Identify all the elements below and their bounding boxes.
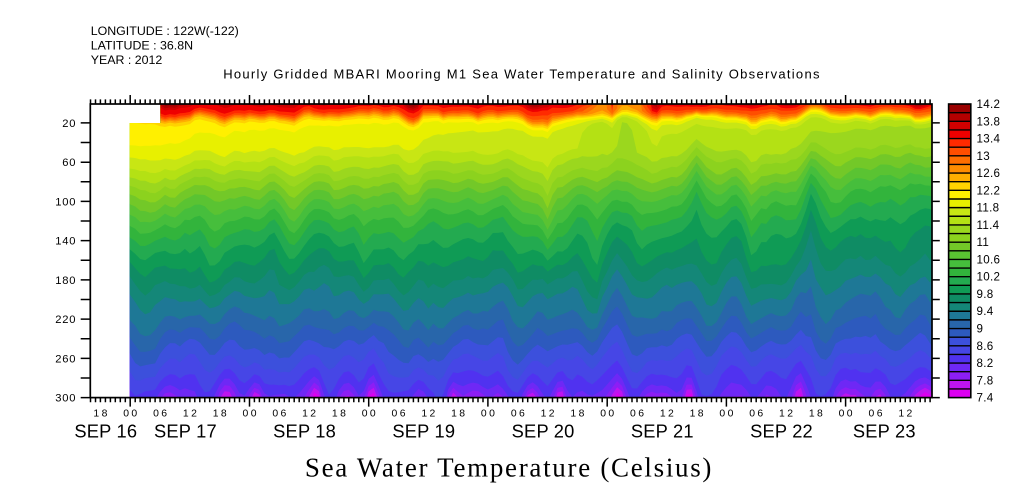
svg-text:12: 12 (183, 408, 199, 419)
svg-text:7.8: 7.8 (977, 374, 994, 387)
svg-text:06: 06 (869, 408, 885, 419)
svg-text:12: 12 (302, 408, 318, 419)
svg-text:14.2: 14.2 (977, 98, 1001, 111)
svg-text:00: 00 (600, 408, 616, 419)
svg-text:10.2: 10.2 (977, 271, 1001, 284)
svg-text:140: 140 (55, 236, 76, 248)
svg-text:13.8: 13.8 (977, 115, 1001, 128)
svg-text:18: 18 (570, 408, 586, 419)
svg-text:12: 12 (660, 408, 676, 419)
svg-text:SEP 23: SEP 23 (853, 421, 916, 442)
svg-text:11: 11 (977, 236, 990, 249)
svg-text:12: 12 (421, 408, 437, 419)
svg-text:SEP 18: SEP 18 (273, 421, 336, 442)
svg-text:12: 12 (541, 408, 557, 419)
svg-text:18: 18 (93, 408, 109, 419)
svg-text:13.4: 13.4 (977, 133, 1001, 146)
svg-text:SEP 17: SEP 17 (154, 421, 217, 442)
svg-text:8.2: 8.2 (977, 357, 994, 370)
svg-text:00: 00 (243, 408, 259, 419)
svg-text:00: 00 (839, 408, 855, 419)
svg-text:300: 300 (55, 393, 76, 405)
svg-text:9.4: 9.4 (977, 305, 994, 318)
svg-text:06: 06 (749, 408, 765, 419)
svg-text:00: 00 (719, 408, 735, 419)
svg-text:06: 06 (511, 408, 527, 419)
svg-text:12: 12 (898, 408, 914, 419)
svg-text:12.2: 12.2 (977, 184, 1001, 197)
svg-text:10.6: 10.6 (977, 253, 1001, 266)
svg-text:100: 100 (55, 196, 76, 208)
svg-text:YEAR : 2012: YEAR : 2012 (91, 53, 163, 67)
svg-text:00: 00 (123, 408, 139, 419)
svg-text:8.6: 8.6 (977, 340, 994, 353)
svg-text:Hourly Gridded MBARI Mooring M: Hourly Gridded MBARI Mooring M1 Sea Wate… (223, 67, 821, 82)
svg-text:180: 180 (55, 275, 76, 287)
svg-text:9.8: 9.8 (977, 288, 994, 301)
svg-text:9: 9 (977, 323, 984, 336)
svg-text:06: 06 (392, 408, 408, 419)
svg-text:SEP 19: SEP 19 (392, 421, 455, 442)
svg-text:260: 260 (55, 353, 76, 365)
svg-text:00: 00 (481, 408, 497, 419)
svg-text:06: 06 (153, 408, 169, 419)
svg-text:SEP 21: SEP 21 (631, 421, 694, 442)
svg-text:20: 20 (62, 118, 76, 130)
svg-text:13: 13 (977, 150, 991, 163)
svg-text:11.4: 11.4 (977, 219, 1000, 232)
svg-text:7.4: 7.4 (977, 392, 994, 405)
svg-text:SEP 16: SEP 16 (74, 421, 137, 442)
svg-text:06: 06 (272, 408, 288, 419)
svg-text:SEP 22: SEP 22 (750, 421, 813, 442)
svg-text:18: 18 (213, 408, 229, 419)
svg-text:00: 00 (362, 408, 378, 419)
svg-text:18: 18 (451, 408, 467, 419)
svg-text:18: 18 (809, 408, 825, 419)
svg-text:12: 12 (779, 408, 795, 419)
svg-text:Sea Water Temperature (Celsius: Sea Water Temperature (Celsius) (305, 453, 713, 483)
svg-text:06: 06 (630, 408, 646, 419)
svg-text:60: 60 (62, 157, 76, 169)
svg-text:11.8: 11.8 (977, 202, 1000, 215)
svg-text:220: 220 (55, 314, 76, 326)
svg-text:LATITUDE : 36.8N: LATITUDE : 36.8N (91, 38, 193, 52)
svg-text:18: 18 (332, 408, 348, 419)
svg-text:LONGITUDE : 122W(-122): LONGITUDE : 122W(-122) (91, 24, 239, 38)
svg-text:SEP 20: SEP 20 (512, 421, 575, 442)
svg-text:18: 18 (690, 408, 706, 419)
svg-text:12.6: 12.6 (977, 167, 1001, 180)
